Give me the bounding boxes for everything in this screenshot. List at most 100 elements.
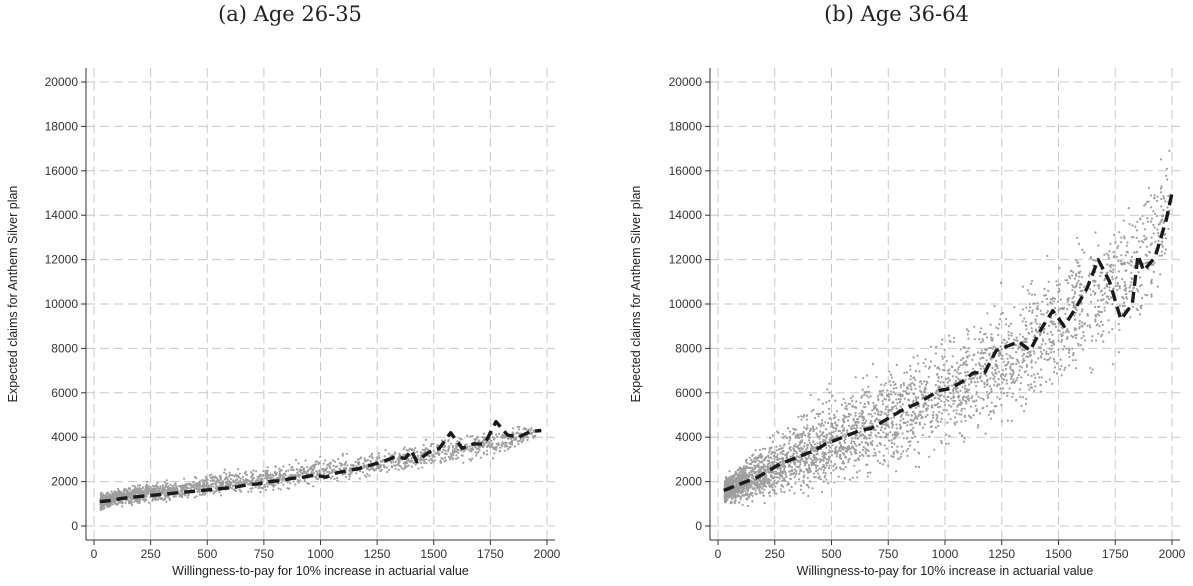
scatter-point — [917, 362, 920, 365]
scatter-point — [833, 452, 836, 455]
scatter-point — [780, 490, 783, 493]
scatter-point — [842, 448, 845, 451]
scatter-point — [1064, 366, 1067, 369]
scatter-point — [805, 448, 808, 451]
scatter-point — [1005, 323, 1008, 326]
scatter-point — [761, 487, 764, 490]
scatter-point — [776, 453, 779, 456]
scatter-point — [856, 476, 859, 479]
scatter-point — [162, 490, 165, 493]
scatter-point — [1030, 321, 1033, 325]
scatter-point — [205, 477, 208, 480]
scatter-point — [889, 373, 893, 376]
scatter-point — [508, 442, 511, 445]
scatter-point — [1167, 194, 1170, 197]
scatter-point — [1147, 268, 1150, 271]
scatter-point — [149, 491, 152, 494]
scatter-point — [501, 445, 504, 448]
scatter-point — [530, 427, 533, 430]
scatter-point — [1017, 345, 1021, 348]
scatter-point — [789, 449, 792, 452]
scatter-point — [278, 474, 281, 477]
scatter-point — [1150, 217, 1153, 220]
scatter-point — [832, 426, 835, 429]
scatter-point — [1115, 246, 1119, 250]
scatter-point — [1029, 386, 1032, 389]
scatter-point — [1138, 276, 1142, 279]
scatter-point — [444, 456, 447, 459]
scatter-point — [250, 475, 253, 478]
scatter-point — [830, 425, 833, 428]
scatter-point — [272, 488, 275, 491]
scatter-point — [447, 455, 450, 458]
scatter-point — [456, 440, 459, 443]
scatter-point — [828, 441, 831, 444]
scatter-point — [333, 478, 336, 481]
scatter-point — [751, 492, 754, 495]
scatter-point — [984, 332, 987, 335]
scatter-point — [873, 406, 876, 409]
scatter-point — [282, 483, 285, 486]
scatter-point — [256, 478, 259, 481]
scatter-point — [825, 401, 828, 404]
scatter-point — [1005, 317, 1008, 321]
scatter-point — [910, 428, 913, 432]
scatter-point — [392, 461, 395, 464]
scatter-point — [937, 366, 940, 369]
scatter-point — [186, 496, 189, 499]
scatter-point — [728, 479, 731, 482]
scatter-point — [465, 443, 468, 446]
scatter-point — [788, 489, 791, 492]
scatter-point — [789, 461, 792, 464]
scatter-point — [254, 479, 257, 482]
scatter-point — [1098, 305, 1101, 308]
scatter-point — [1046, 358, 1049, 362]
scatter-point — [937, 376, 940, 379]
scatter-point — [183, 488, 187, 491]
scatter-point — [1009, 356, 1012, 359]
scatter-point — [112, 495, 115, 498]
scatter-point — [152, 498, 155, 501]
scatter-point — [813, 446, 816, 449]
scatter-point — [781, 453, 784, 456]
scatter-point — [740, 467, 743, 470]
scatter-point — [1047, 289, 1050, 292]
scatter-point — [880, 383, 883, 386]
scatter-point — [739, 498, 742, 501]
scatter-point — [1152, 263, 1155, 266]
scatter-point — [811, 427, 814, 430]
scatter-point — [1149, 220, 1152, 223]
scatter-point — [280, 469, 283, 472]
scatter-point — [980, 349, 983, 352]
scatter-point — [499, 435, 503, 438]
scatter-point — [366, 473, 369, 476]
scatter-point — [1039, 383, 1042, 387]
scatter-point — [902, 384, 906, 387]
scatter-point — [159, 485, 162, 488]
scatter-point — [1096, 299, 1099, 302]
scatter-point — [815, 460, 818, 463]
scatter-point — [1040, 376, 1043, 379]
scatter-point — [948, 404, 951, 407]
scatter-point — [851, 437, 854, 440]
scatter-point — [222, 482, 225, 485]
scatter-point — [879, 413, 882, 416]
scatter-point — [1042, 348, 1046, 352]
scatter-point — [842, 429, 846, 432]
scatter-point — [873, 412, 877, 415]
scatter-point — [834, 429, 837, 432]
scatter-point — [450, 454, 453, 457]
scatter-point — [903, 371, 906, 374]
scatter-point — [1099, 274, 1102, 278]
scatter-point — [995, 326, 998, 329]
scatter-point — [1000, 313, 1003, 316]
scatter-point — [941, 357, 944, 360]
x-axis-title: Willingness-to-pay for 10% increase in a… — [172, 564, 469, 578]
scatter-point — [229, 478, 232, 481]
scatter-point — [493, 452, 496, 455]
scatter-point — [793, 431, 796, 434]
scatter-point — [200, 493, 204, 496]
scatter-point — [354, 460, 357, 463]
scatter-point — [844, 437, 847, 441]
scatter-point — [368, 474, 371, 477]
